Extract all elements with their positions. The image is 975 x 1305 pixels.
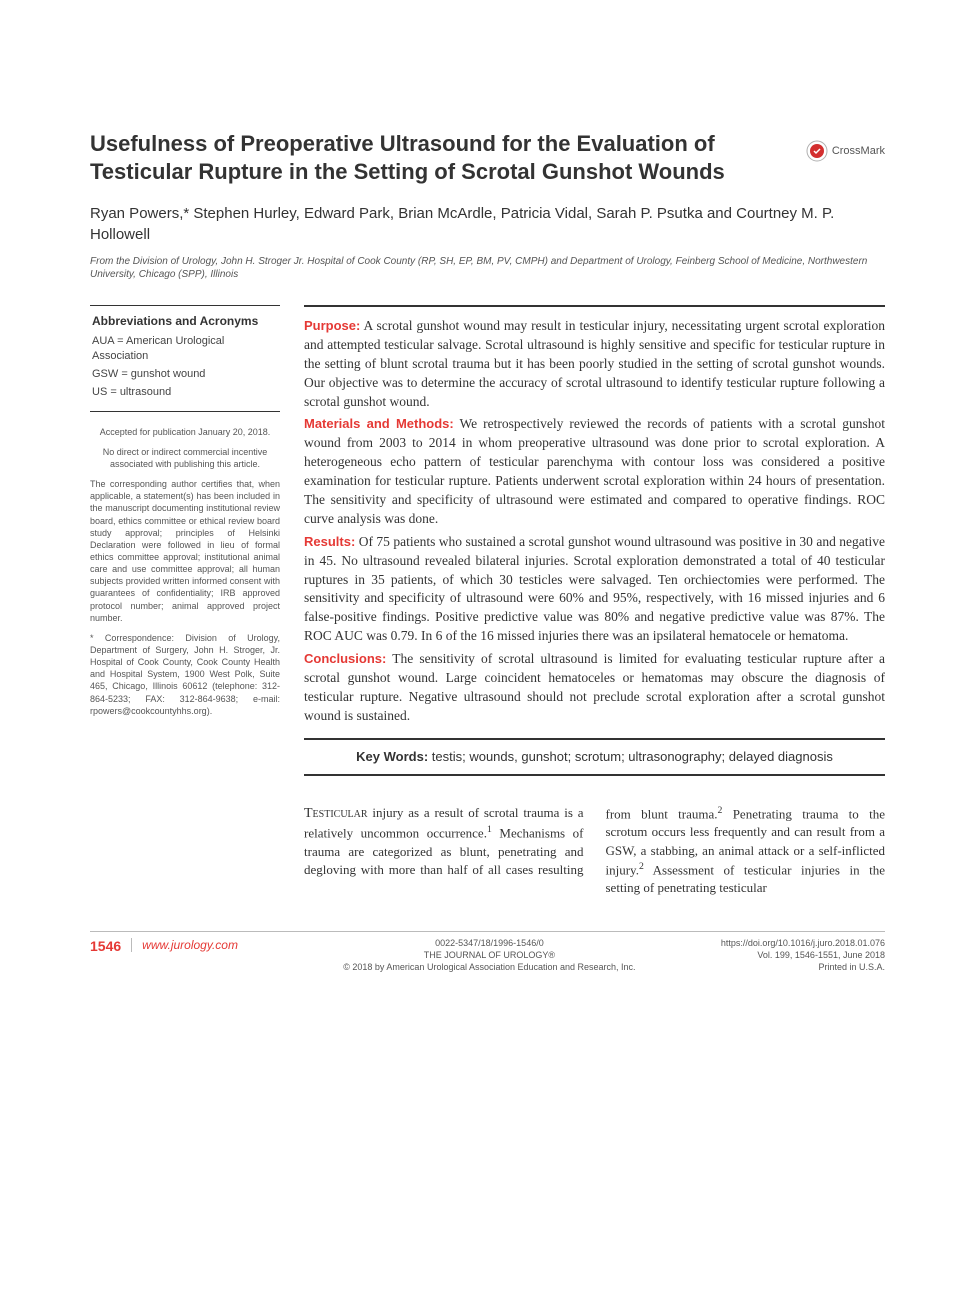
main-column: Purpose: A scrotal gunshot wound may res… — [304, 305, 885, 897]
footer-center: 0022-5347/18/1996-1546/0 THE JOURNAL OF … — [258, 938, 721, 973]
conclusions-label: Conclusions: — [304, 651, 386, 666]
footer-copyright: © 2018 by American Urological Associatio… — [258, 962, 721, 974]
crossmark-badge[interactable]: CrossMark — [806, 140, 885, 162]
abbrev-item: AUA = American Urological Association — [92, 334, 278, 364]
purpose-label: Purpose: — [304, 318, 360, 333]
body-p2b: Assessment of testicular injuries in the… — [606, 862, 886, 895]
keywords-block: Key Words: testis; wounds, gunshot; scro… — [304, 740, 885, 776]
sidebar-note: Accepted for publication January 20, 201… — [90, 426, 280, 438]
abstract-methods: Materials and Methods: We retrospectivel… — [304, 415, 885, 528]
keywords-text: testis; wounds, gunshot; scrotum; ultras… — [428, 749, 833, 764]
abstract-conclusions: Conclusions: The sensitivity of scrotal … — [304, 650, 885, 726]
sidebar: Abbreviations and Acronyms AUA = America… — [90, 305, 280, 725]
affiliation-text: From the Division of Urology, John H. St… — [90, 255, 885, 281]
footer-doi[interactable]: https://doi.org/10.1016/j.juro.2018.01.0… — [721, 938, 885, 950]
footer-right: https://doi.org/10.1016/j.juro.2018.01.0… — [721, 938, 885, 973]
page-footer: 1546 www.jurology.com 0022-5347/18/1996-… — [90, 931, 885, 973]
crossmark-icon — [806, 140, 828, 162]
footer-volume: Vol. 199, 1546-1551, June 2018 — [721, 950, 885, 962]
footer-journal: THE JOURNAL OF UROLOGY® — [258, 950, 721, 962]
results-label: Results: — [304, 534, 355, 549]
page-number: 1546 — [90, 938, 121, 954]
purpose-text: A scrotal gunshot wound may result in te… — [304, 318, 885, 409]
crossmark-label: CrossMark — [832, 145, 885, 157]
abstract-results: Results: Of 75 patients who sustained a … — [304, 533, 885, 646]
abbrev-item: US = ultrasound — [92, 385, 278, 400]
abbrev-item: GSW = gunshot wound — [92, 367, 278, 382]
methods-label: Materials and Methods: — [304, 416, 454, 431]
journal-url[interactable]: www.jurology.com — [131, 938, 238, 952]
article-title: Usefulness of Preoperative Ultrasound fo… — [90, 130, 730, 185]
abstract-block: Purpose: A scrotal gunshot wound may res… — [304, 305, 885, 740]
footer-printed: Printed in U.S.A. — [721, 962, 885, 974]
abbreviations-box: Abbreviations and Acronyms AUA = America… — [90, 305, 280, 412]
abbreviations-title: Abbreviations and Acronyms — [92, 314, 278, 328]
content-row: Abbreviations and Acronyms AUA = America… — [90, 305, 885, 897]
methods-text: We retrospectively reviewed the records … — [304, 416, 885, 525]
body-text: Testicular injury as a result of scrotal… — [304, 804, 885, 898]
results-text: Of 75 patients who sustained a scrotal g… — [304, 534, 885, 643]
journal-page: CrossMark Usefulness of Preoperative Ult… — [0, 0, 975, 1024]
footer-issn: 0022-5347/18/1996-1546/0 — [258, 938, 721, 950]
authors-list: Ryan Powers,* Stephen Hurley, Edward Par… — [90, 203, 885, 245]
sidebar-note: No direct or indirect commercial incenti… — [90, 446, 280, 470]
conclusions-text: The sensitivity of scrotal ultrasound is… — [304, 651, 885, 723]
abstract-purpose: Purpose: A scrotal gunshot wound may res… — [304, 317, 885, 411]
body-leadword: Testicular — [304, 806, 368, 821]
correspondence-note: * Correspondence: Division of Urology, D… — [90, 632, 280, 717]
keywords-label: Key Words: — [356, 749, 428, 764]
sidebar-note: The corresponding author certifies that,… — [90, 478, 280, 624]
